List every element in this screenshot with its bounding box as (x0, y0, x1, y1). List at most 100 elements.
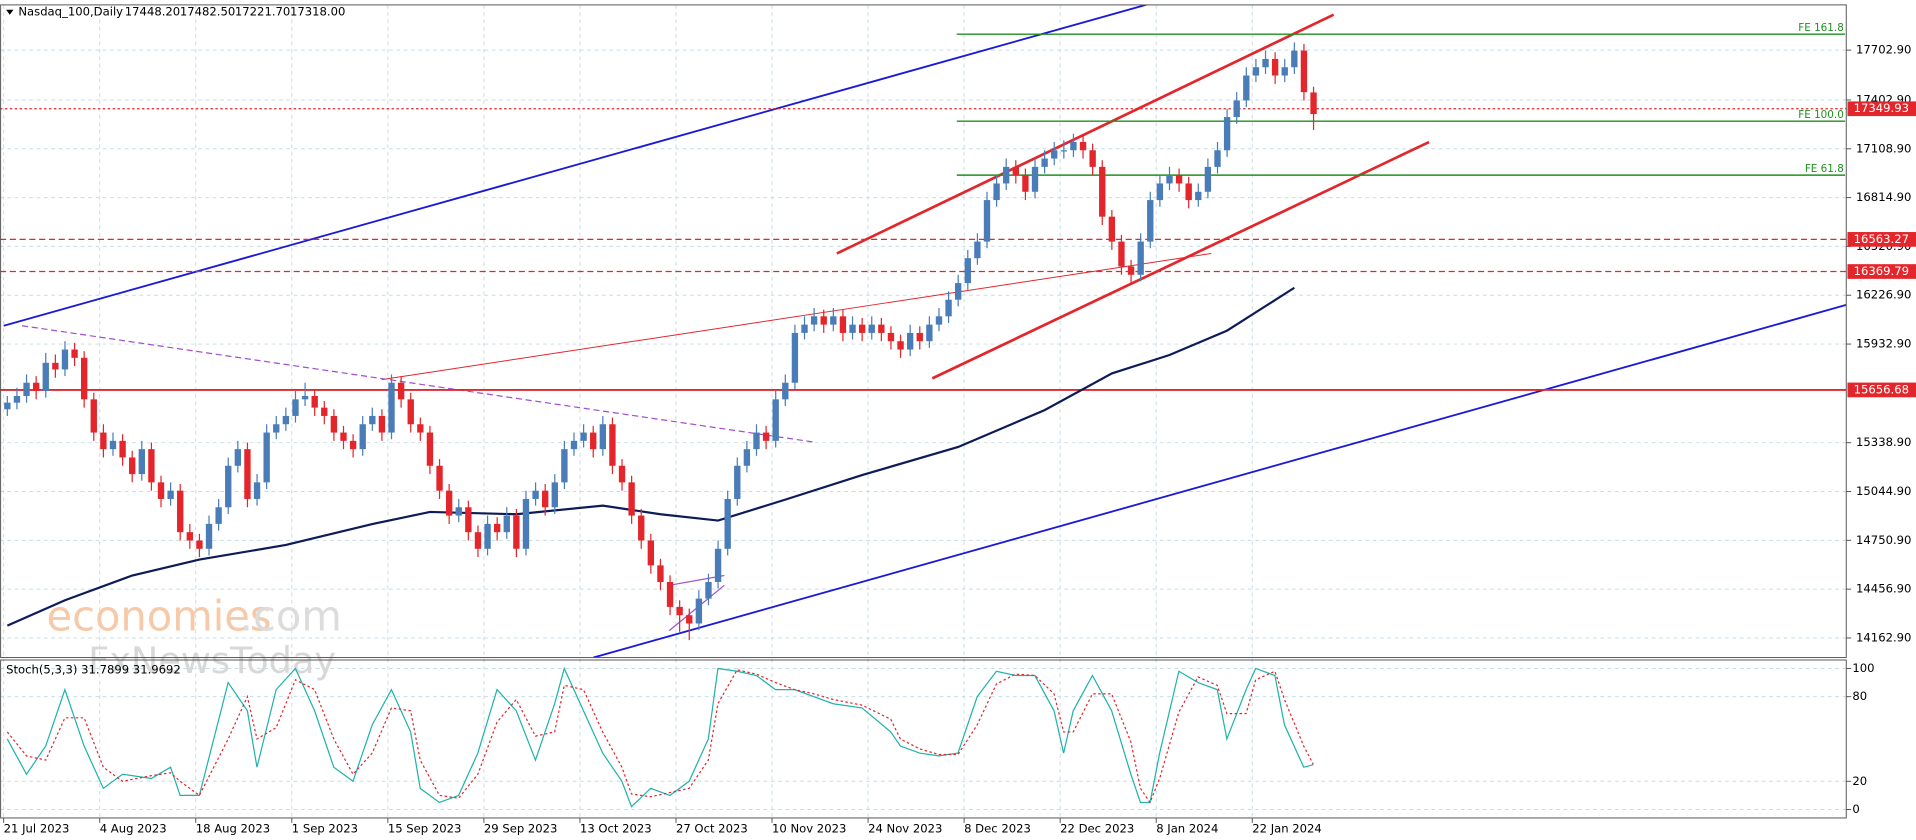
open-label: 17448.20 (125, 5, 180, 19)
x-tick-label: 18 Aug 2023 (196, 821, 270, 835)
x-tick-label: 8 Jan 2024 (1156, 821, 1218, 835)
candle-body (407, 399, 414, 425)
trendline (21, 325, 814, 443)
label-layer: 21 Jul 2023 4 Aug 2023 18 Aug 2023 1 Sep 20… (3, 22, 1916, 835)
candle-body (542, 490, 549, 508)
candle-body (1156, 183, 1164, 201)
price-level-box (1847, 264, 1916, 279)
candle-body (878, 324, 885, 333)
price-level-label: 15656.68 (1854, 382, 1909, 396)
candle-body (1099, 166, 1106, 217)
x-tick-label: 22 Jan 2024 (1252, 821, 1322, 835)
candle-body (109, 440, 117, 450)
candle-body (225, 465, 232, 508)
candle-body (1252, 67, 1260, 76)
candle-body (301, 396, 309, 400)
candle-body (1271, 58, 1279, 76)
candle-body (138, 449, 145, 475)
candle-body (465, 507, 472, 533)
candle-body (666, 581, 674, 607)
stoch-tick-label: 0 (1852, 802, 1859, 816)
y-tick-label: 17108.90 (1856, 141, 1911, 155)
candle-body (935, 316, 943, 325)
candle-body (119, 440, 126, 458)
candle-body (1243, 75, 1250, 101)
candle-body (1166, 175, 1173, 184)
candle-body (42, 362, 49, 392)
x-tick-label: 29 Sep 2023 (484, 821, 558, 835)
candle-body (388, 382, 395, 433)
candle-body (801, 324, 808, 333)
menu-arrow[interactable] (6, 9, 14, 15)
candle-body (1051, 150, 1058, 159)
candle-body (618, 465, 626, 483)
candle-body (657, 565, 664, 582)
candle-body (292, 399, 299, 416)
candle-body (426, 432, 434, 466)
candle-body (1300, 50, 1308, 93)
candle-body (964, 258, 971, 284)
candle-body (244, 449, 251, 499)
candle-body (628, 482, 635, 516)
candle-body (436, 465, 443, 491)
x-tick-label: 15 Sep 2023 (388, 821, 462, 835)
watermark-brand: economies (46, 592, 271, 641)
y-tick-label: 14162.90 (1856, 630, 1911, 644)
candle-body (148, 449, 155, 483)
candle-body (359, 424, 366, 450)
x-tick-label: 13 Oct 2023 (580, 821, 652, 835)
candle-body (753, 432, 760, 450)
candle-body (772, 399, 779, 441)
candle-body (1079, 141, 1087, 151)
candle-body (1108, 216, 1116, 242)
candle-body (1233, 100, 1240, 118)
candle-body (974, 241, 981, 259)
moving-average (6, 286, 1295, 627)
candle-body (522, 498, 530, 549)
candle-body (1291, 50, 1298, 68)
x-tick-label: 24 Nov 2023 (868, 821, 942, 835)
candle-body (397, 382, 405, 400)
y-tick-label: 15044.90 (1856, 484, 1911, 498)
candle-body (561, 449, 568, 483)
watermark-suffix: .com (240, 592, 342, 641)
y-tick-label: 16226.90 (1856, 288, 1911, 302)
candle-body (1281, 67, 1288, 76)
candle-body (369, 415, 376, 425)
candle-body (897, 341, 904, 350)
candle-body (820, 316, 827, 325)
candle-body (609, 424, 616, 466)
x-tick-label: 22 Dec 2023 (1060, 821, 1134, 835)
channel-line (836, 13, 1335, 255)
candle-body (724, 498, 731, 549)
level-layer (0, 33, 1847, 391)
x-tick-label: 1 Sep 2023 (292, 821, 358, 835)
x-tick-label: 4 Aug 2023 (100, 821, 167, 835)
candle-layer (4, 42, 1317, 641)
candle-body (1003, 166, 1010, 184)
candle-body (13, 396, 21, 403)
symbol-label: Nasdaq_100,Daily (18, 5, 123, 19)
candle-body (80, 357, 88, 400)
candle-body (1022, 175, 1029, 192)
candle-body (513, 515, 520, 549)
candle-body (1262, 58, 1269, 68)
candle-body (273, 424, 280, 433)
stoch-title: Stoch(5,3,3) 31.7899 31.9692 (6, 662, 181, 676)
y-tick-label: 14750.90 (1856, 533, 1911, 547)
candle-body (330, 415, 338, 433)
candle-body (32, 382, 40, 392)
fibo-label: FE 161.8 (1798, 22, 1844, 34)
candle-body (743, 449, 751, 466)
price-level-box (1847, 232, 1916, 247)
x-tick-label: 10 Nov 2023 (772, 821, 846, 835)
candle-body (695, 598, 703, 624)
candle-body (676, 606, 683, 616)
candle-body (906, 332, 914, 350)
candle-body (734, 465, 741, 499)
candle-body (762, 432, 770, 441)
stoch-pane-frame (0, 659, 1847, 819)
candle-body (493, 523, 501, 533)
x-tick-label: 21 Jul 2023 (4, 821, 70, 835)
candle-body (71, 349, 78, 358)
